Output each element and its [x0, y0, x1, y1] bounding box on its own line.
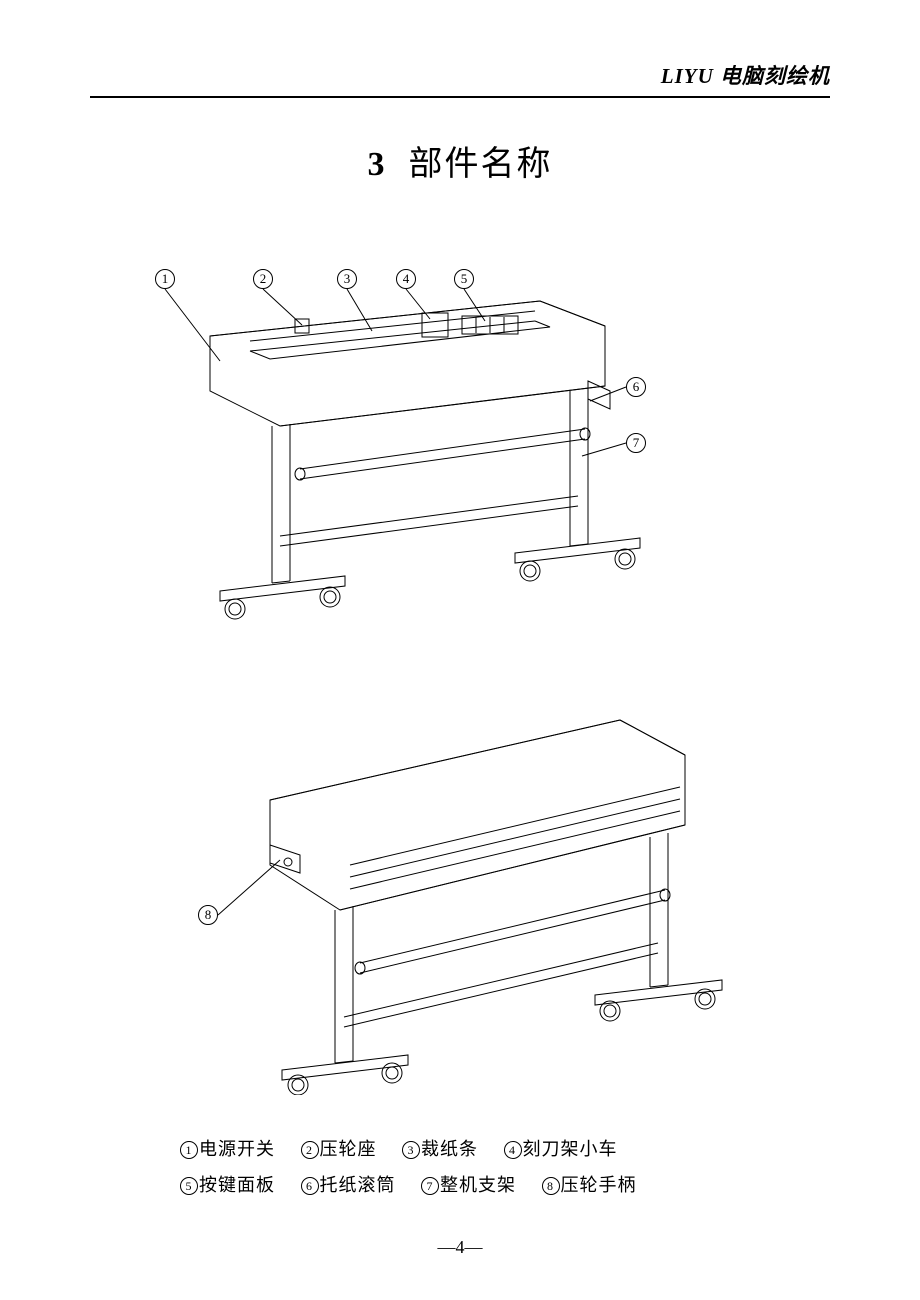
callout-circle-icon: 5: [454, 269, 474, 289]
legend-item-5: 5按键面板: [180, 1167, 275, 1203]
legend-item-2: 2压轮座: [301, 1131, 377, 1167]
header-rule: [90, 96, 830, 98]
legend-circle-icon: 5: [180, 1177, 198, 1195]
legend-circle-icon: 6: [301, 1177, 319, 1195]
page-number: —4—: [0, 1237, 920, 1258]
legend-label: 压轮座: [320, 1139, 377, 1159]
callout-circle-icon: 3: [337, 269, 357, 289]
legend-circle-icon: 2: [301, 1141, 319, 1159]
legend-label: 按键面板: [199, 1175, 275, 1195]
legend-label: 整机支架: [440, 1175, 516, 1195]
legend-label: 裁纸条: [421, 1139, 478, 1159]
legend-circle-icon: 4: [504, 1141, 522, 1159]
legend-circle-icon: 1: [180, 1141, 198, 1159]
legend-item-8: 8压轮手柄: [542, 1167, 637, 1203]
callout-4: 4: [396, 269, 416, 289]
callout-6: 6: [626, 377, 646, 397]
callout-circle-icon: 6: [626, 377, 646, 397]
callout-circle-icon: 1: [155, 269, 175, 289]
legend-label: 电源开关: [199, 1139, 275, 1159]
plotter-front-diagram: [140, 231, 780, 631]
page-header: LIYU 电脑刻绘机: [90, 60, 830, 90]
chapter-number: 3: [368, 146, 387, 183]
legend-circle-icon: 3: [402, 1141, 420, 1159]
callout-circle-icon: 2: [253, 269, 273, 289]
chapter-title: 3 部件名称: [90, 136, 830, 185]
legend-item-4: 4刻刀架小车: [504, 1131, 618, 1167]
callout-5: 5: [454, 269, 474, 289]
callout-3: 3: [337, 269, 357, 289]
header-text: LIYU 电脑刻绘机: [661, 64, 830, 88]
callout-circle-icon: 8: [198, 905, 218, 925]
chapter-title-text: 部件名称: [409, 146, 553, 183]
figure-front-view: 1 2 3 4 5 6 7: [140, 231, 780, 631]
callout-7: 7: [626, 433, 646, 453]
callout-circle-icon: 7: [626, 433, 646, 453]
legend-item-7: 7整机支架: [421, 1167, 516, 1203]
legend-label: 压轮手柄: [561, 1175, 637, 1195]
legend-circle-icon: 7: [421, 1177, 439, 1195]
figure-rear-view: 8: [140, 665, 780, 1095]
legend-label: 托纸滚筒: [320, 1175, 396, 1195]
legend-label: 刻刀架小车: [523, 1139, 618, 1159]
parts-legend: 1电源开关 2压轮座 3裁纸条 4刻刀架小车 5按键面板 6托纸滚筒 7整机支架…: [180, 1131, 740, 1203]
legend-circle-icon: 8: [542, 1177, 560, 1195]
callout-1: 1: [155, 269, 175, 289]
callout-2: 2: [253, 269, 273, 289]
callout-8: 8: [198, 905, 218, 925]
plotter-rear-diagram: [140, 665, 780, 1095]
legend-item-6: 6托纸滚筒: [301, 1167, 396, 1203]
legend-item-1: 1电源开关: [180, 1131, 275, 1167]
legend-item-3: 3裁纸条: [402, 1131, 478, 1167]
callout-circle-icon: 4: [396, 269, 416, 289]
